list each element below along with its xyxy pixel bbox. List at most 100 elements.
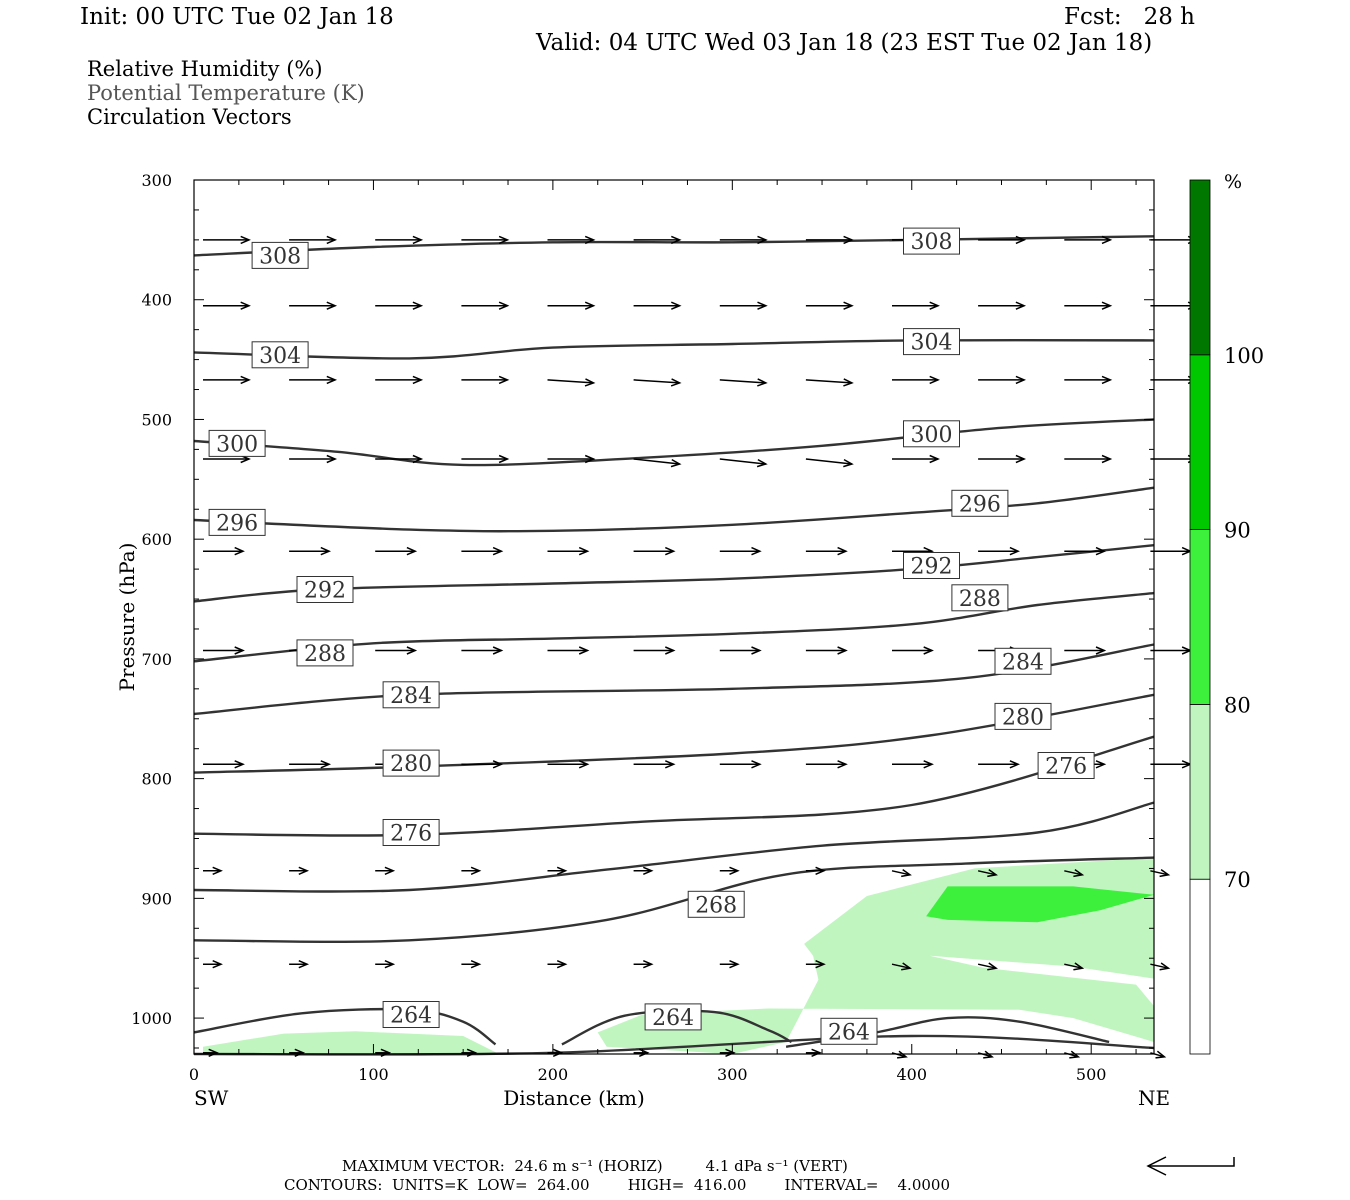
y-tick-label: 500 xyxy=(141,410,172,429)
contour-label: 308 xyxy=(911,230,953,255)
vector-head xyxy=(923,646,934,655)
plot-frame xyxy=(193,179,1155,1055)
vector-head xyxy=(326,235,338,245)
x-tick-label: 100 xyxy=(358,1065,389,1084)
vector-shaft xyxy=(977,870,997,876)
contour-label: 300 xyxy=(911,423,953,448)
rh-region-80 xyxy=(926,886,1154,923)
vector-shaft xyxy=(1064,870,1083,876)
contour-label: 296 xyxy=(216,511,258,536)
colorbar-unit: % xyxy=(1224,171,1242,193)
max-vector-note: MAXIMUM VECTOR: 24.6 m s⁻¹ (HORIZ) 4.1 d… xyxy=(342,1157,848,1175)
vector-head xyxy=(578,546,590,556)
contour-label: 296 xyxy=(959,492,1001,517)
theta-contour-268 xyxy=(193,856,1155,944)
field-label-rh: Relative Humidity (%) xyxy=(87,57,323,81)
field-label-theta: Potential Temperature (K) xyxy=(87,81,365,105)
vector-head xyxy=(578,760,590,769)
vector-head xyxy=(234,760,245,769)
x-tick-label: 300 xyxy=(717,1065,748,1084)
vector-head xyxy=(412,301,424,310)
valid-time: Valid: 04 UTC Wed 03 Jan 18 (23 EST Tue … xyxy=(536,30,1153,56)
colorbar: 70 80 90 100% xyxy=(1189,171,1264,1055)
vector-shaft xyxy=(805,458,852,465)
vector-head xyxy=(751,546,762,556)
vector-head xyxy=(837,760,848,769)
vector-head xyxy=(670,378,682,387)
vector-head xyxy=(1069,1050,1081,1059)
vector-head xyxy=(751,646,762,655)
vector-head xyxy=(987,962,998,971)
vector-head xyxy=(671,301,682,310)
theta-contour-276 xyxy=(193,735,1155,837)
rh-region-70 xyxy=(203,1031,499,1054)
vector-head xyxy=(298,960,310,969)
vector-head xyxy=(234,646,245,655)
vector-head xyxy=(756,458,768,468)
contour-label: 304 xyxy=(911,331,953,356)
vector-head xyxy=(294,1048,306,1057)
vector-head xyxy=(811,1048,822,1057)
vector-head xyxy=(412,375,424,385)
vector-head xyxy=(1101,375,1113,385)
y-tick-label: 700 xyxy=(141,650,172,669)
vector-head xyxy=(240,301,251,310)
theta-contour-304 xyxy=(193,338,1155,360)
vector-head xyxy=(929,301,940,310)
contour-label-box xyxy=(296,576,354,603)
contour-label-box xyxy=(382,749,440,777)
contour-label: 268 xyxy=(695,893,737,918)
vector-head xyxy=(1159,962,1171,971)
vector-head xyxy=(729,960,740,969)
axes: 300 400 500 600 700 800 900 1000 0 100 200 300 400 50… xyxy=(115,171,1170,1110)
contour-label: 284 xyxy=(1002,650,1044,675)
vector-head xyxy=(923,760,934,769)
vector-head xyxy=(578,646,590,655)
y-tick-label: 600 xyxy=(141,530,172,549)
vector-head xyxy=(837,646,848,655)
vector-head xyxy=(929,375,940,385)
vector-head xyxy=(1073,962,1085,971)
vector-head xyxy=(670,458,682,468)
x-axis-label: Distance (km) xyxy=(503,1086,645,1110)
colorbar-tick-label: 90 xyxy=(1224,519,1251,543)
vector-head xyxy=(584,454,596,464)
vector-head xyxy=(1101,301,1113,310)
vector-head xyxy=(1073,868,1085,878)
contour-label-box xyxy=(903,552,960,579)
vector-head xyxy=(1009,760,1021,769)
vector-head xyxy=(1015,301,1027,310)
contour-label: 288 xyxy=(959,587,1001,612)
vector-head xyxy=(498,235,510,245)
vector-shaft xyxy=(547,379,594,384)
vector-head xyxy=(498,301,510,310)
rh-shading xyxy=(203,857,1154,1054)
vector-head xyxy=(412,454,424,464)
max-vector-arrow xyxy=(1146,1156,1235,1176)
vector-head xyxy=(1095,760,1107,769)
vector-head xyxy=(556,960,568,969)
vector-head xyxy=(1159,868,1171,878)
vector-head xyxy=(466,1048,478,1057)
contour-label-box xyxy=(994,647,1052,675)
vector-head xyxy=(380,1048,392,1057)
vector-head xyxy=(208,1048,219,1057)
contour-label-box xyxy=(951,489,1009,517)
colorbar-segment xyxy=(1189,529,1211,705)
x-tick-label: 0 xyxy=(189,1065,199,1084)
vector-head xyxy=(498,454,510,464)
vector-head xyxy=(384,960,396,969)
vector-head xyxy=(643,866,654,875)
reference-arrow-shaft xyxy=(1148,1157,1235,1167)
contour-label-box xyxy=(644,1003,702,1031)
contours-note: CONTOURS: UNITS=K LOW= 264.00 HIGH= 416.… xyxy=(284,1176,950,1194)
vector-head xyxy=(240,235,251,245)
vector-shaft xyxy=(977,963,997,969)
contour-label-box xyxy=(382,1001,440,1028)
theta-contours xyxy=(193,235,1155,1056)
vector-shaft xyxy=(633,458,680,465)
field-label-vectors: Circulation Vectors xyxy=(87,105,292,129)
contour-label: 276 xyxy=(1045,755,1087,780)
vector-head xyxy=(757,378,768,387)
